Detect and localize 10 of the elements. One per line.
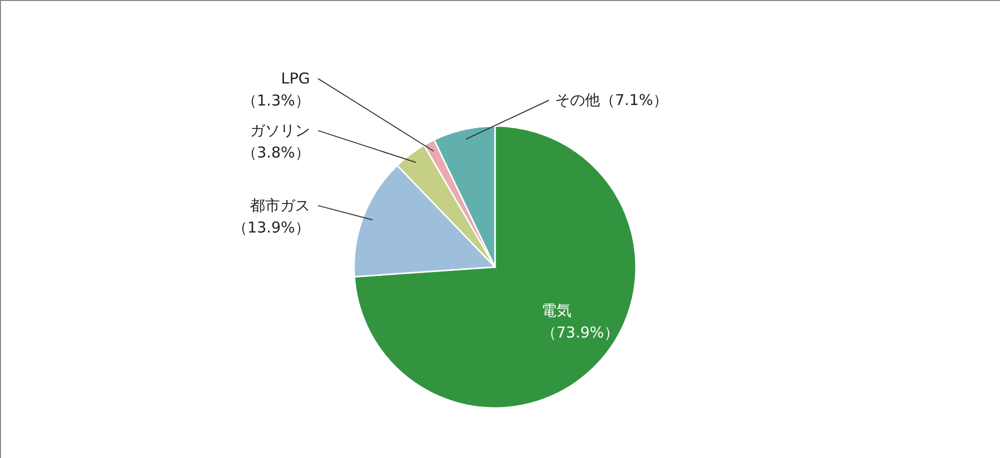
- data-label: （73.9%）: [541, 323, 620, 342]
- slice-label: 都市ガス: [250, 196, 310, 215]
- data-label: （3.8%）: [242, 144, 310, 162]
- slice-label: ガソリン: [250, 122, 310, 140]
- data-label: （1.3%）: [242, 92, 310, 110]
- slice-label: その他（7.1%）: [555, 91, 668, 110]
- pie-slice: [354, 125, 637, 409]
- slice-label: LPG: [280, 70, 310, 88]
- slice-label: 電気: [541, 301, 572, 320]
- data-label: （13.9%）: [232, 218, 310, 237]
